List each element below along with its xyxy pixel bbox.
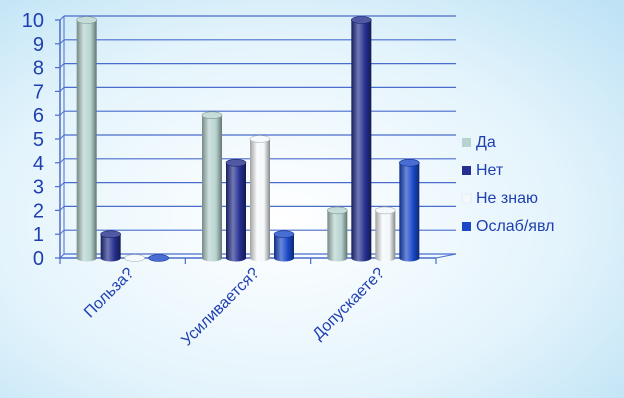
legend-swatch: [461, 193, 472, 204]
bar: [351, 16, 372, 262]
floor-edge: [435, 253, 457, 259]
bar: [375, 206, 396, 262]
y-tick-label: 3: [33, 177, 44, 199]
bar-top: [375, 206, 396, 215]
bar: [201, 111, 223, 262]
y-tick-label: 9: [33, 34, 44, 56]
bars: [76, 16, 420, 262]
bar-top: [201, 111, 223, 119]
y-tick-label: 7: [33, 81, 44, 103]
bar: [225, 159, 247, 262]
bar-body: [375, 210, 396, 262]
bar: [399, 159, 420, 262]
y-tick-label: 4: [33, 153, 44, 175]
legend: Да Нет Не знаю Ослаб/явл: [461, 134, 554, 235]
legend-swatch: [462, 222, 471, 231]
bar-body: [202, 115, 222, 262]
bar: [124, 254, 145, 262]
bar-body: [76, 20, 97, 262]
y-tick-label: 10: [22, 10, 44, 32]
legend-label: Да: [476, 134, 496, 151]
legend-item: Нет: [462, 162, 504, 179]
legend-label: Не знаю: [476, 190, 538, 207]
bar-top: [76, 16, 97, 24]
legend-label: Нет: [476, 162, 504, 179]
bar-top: [273, 230, 295, 238]
y-tick-label: 8: [33, 58, 44, 80]
bar: [249, 135, 271, 262]
y-tick-label: 6: [33, 105, 44, 127]
bar: [100, 230, 121, 262]
bar-body: [250, 139, 270, 262]
legend-label: Ослаб/явл: [476, 218, 554, 235]
y-tick-label: 1: [33, 224, 44, 246]
legend-item: Не знаю: [461, 190, 538, 207]
legend-swatch: [462, 138, 471, 147]
bar-top: [399, 159, 420, 167]
bar-body: [100, 234, 121, 262]
bar-body: [274, 234, 294, 262]
bar: [148, 254, 169, 262]
bar: [327, 206, 348, 262]
legend-item: Да: [462, 134, 496, 151]
bar-top: [327, 206, 348, 215]
bar-body: [399, 162, 420, 262]
bar-top: [100, 230, 121, 238]
bar-top: [148, 254, 169, 262]
y-tick-label: 2: [33, 200, 44, 222]
bar-top: [225, 159, 247, 167]
legend-item: Ослаб/явл: [462, 218, 554, 235]
y-tick-label: 0: [33, 248, 44, 270]
y-tick-label: 5: [33, 129, 44, 151]
bar-body: [226, 162, 246, 262]
legend-swatch: [462, 166, 471, 175]
bar-top: [124, 254, 145, 262]
gridline-diagonal: [59, 15, 65, 21]
bar: [273, 230, 295, 262]
bar-top: [351, 16, 372, 24]
bar: [76, 16, 97, 262]
bar-body: [327, 210, 348, 262]
bar-body: [351, 20, 372, 262]
bar-top: [249, 135, 271, 143]
